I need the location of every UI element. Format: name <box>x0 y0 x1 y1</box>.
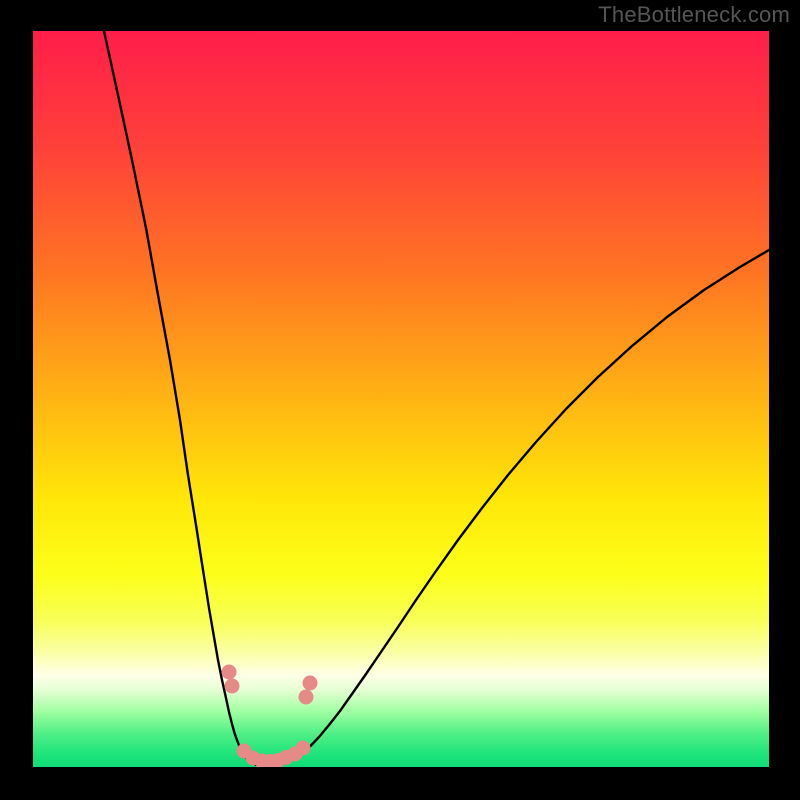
data-marker <box>303 676 318 691</box>
bottleneck-curve <box>104 31 769 767</box>
data-marker <box>222 665 237 680</box>
chart-stage: TheBottleneck.com <box>0 0 800 800</box>
data-marker <box>299 690 314 705</box>
data-marker <box>296 741 311 756</box>
data-marker <box>225 679 240 694</box>
watermark-label: TheBottleneck.com <box>598 2 790 28</box>
plot-frame <box>33 31 769 767</box>
plot-overlay <box>33 31 769 767</box>
